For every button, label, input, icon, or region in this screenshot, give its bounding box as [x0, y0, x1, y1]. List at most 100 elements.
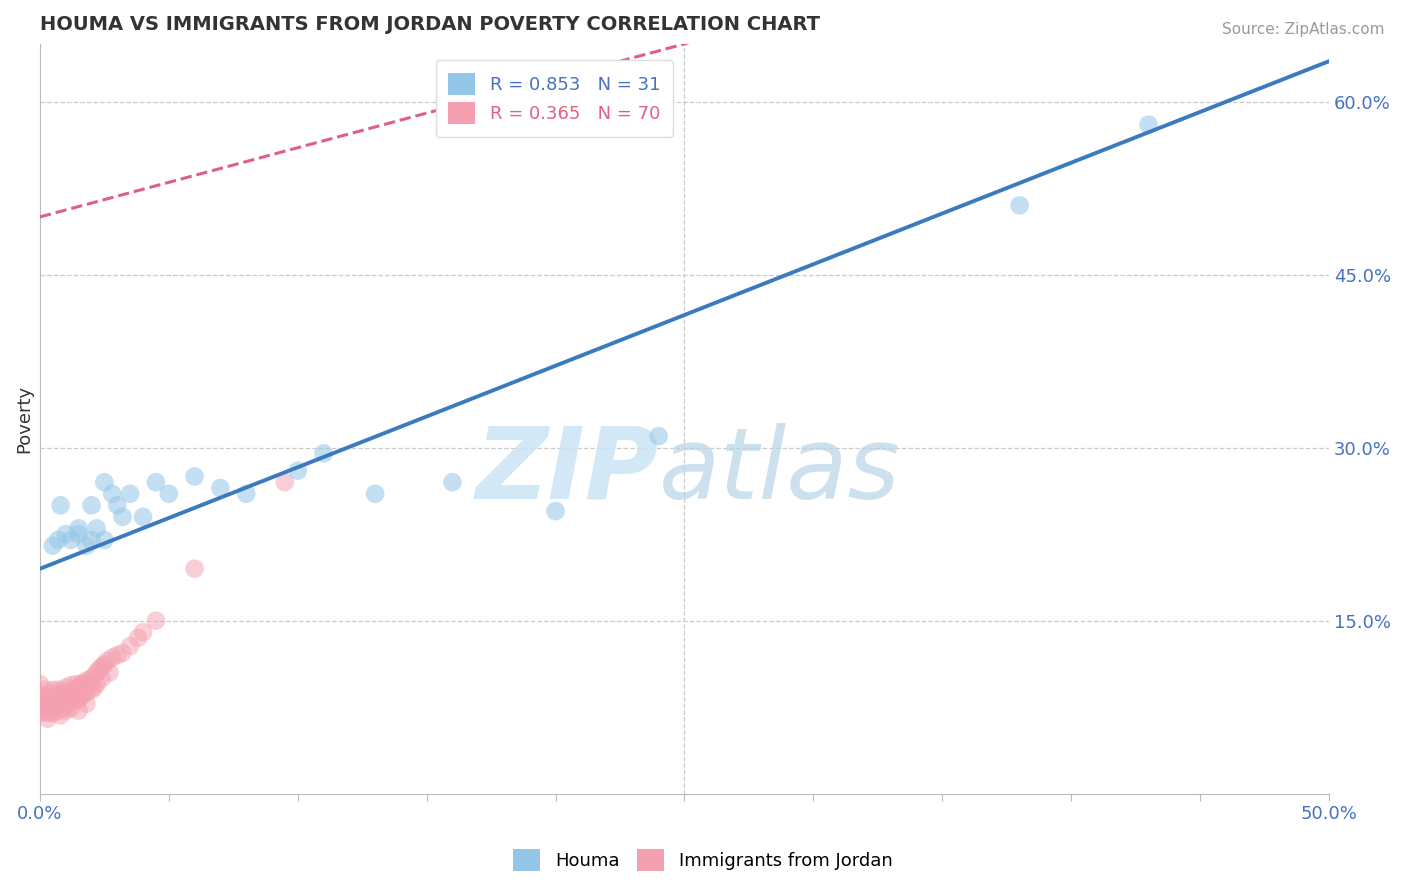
Point: [70, 689, 93, 703]
Point: [1137, 118, 1160, 132]
Point: [44, 689, 66, 703]
Point: [46, 682, 69, 697]
Point: [77, 677, 100, 691]
Point: [44, 700, 66, 714]
Point: [55, 681, 77, 695]
Point: [105, 648, 128, 663]
Point: [67, 521, 90, 535]
Point: [101, 650, 124, 665]
Point: [49, 697, 72, 711]
Text: Source: ZipAtlas.com: Source: ZipAtlas.com: [1222, 22, 1385, 37]
Text: HOUMA VS IMMIGRANTS FROM JORDAN POVERTY CORRELATION CHART: HOUMA VS IMMIGRANTS FROM JORDAN POVERTY …: [39, 15, 820, 34]
Point: [70, 677, 93, 691]
Point: [75, 685, 97, 699]
Point: [647, 429, 669, 443]
Point: [120, 639, 142, 653]
Point: [364, 487, 387, 501]
Point: [34, 682, 56, 697]
Point: [73, 676, 96, 690]
Point: [49, 498, 72, 512]
Point: [90, 671, 112, 685]
Point: [105, 498, 128, 512]
Point: [37, 712, 59, 726]
Point: [75, 673, 97, 688]
Point: [544, 504, 567, 518]
Point: [145, 614, 167, 628]
Point: [62, 694, 84, 708]
Point: [58, 697, 80, 711]
Point: [52, 700, 75, 714]
Point: [28, 694, 51, 708]
Point: [183, 469, 205, 483]
Legend: R = 0.853   N = 31, R = 0.365   N = 70: R = 0.853 N = 31, R = 0.365 N = 70: [436, 61, 673, 137]
Point: [42, 694, 65, 708]
Point: [34, 694, 56, 708]
Point: [42, 539, 65, 553]
Legend: Houma, Immigrants from Jordan: Houma, Immigrants from Jordan: [506, 842, 900, 879]
Point: [39, 694, 62, 708]
Point: [46, 704, 69, 718]
Point: [67, 681, 90, 695]
Point: [28, 706, 51, 720]
Point: [96, 654, 118, 668]
Point: [274, 475, 297, 490]
Point: [73, 688, 96, 702]
Point: [235, 487, 257, 501]
Point: [86, 521, 108, 535]
Point: [86, 665, 108, 680]
Point: [86, 677, 108, 691]
Point: [80, 498, 103, 512]
Point: [67, 527, 90, 541]
Point: [59, 690, 82, 704]
Point: [98, 665, 121, 680]
Point: [145, 475, 167, 490]
Point: [59, 701, 82, 715]
Point: [52, 689, 75, 703]
Point: [46, 692, 69, 706]
Point: [93, 533, 115, 547]
Point: [59, 533, 82, 547]
Point: [90, 660, 112, 674]
Point: [55, 527, 77, 541]
Point: [83, 681, 105, 695]
Point: [80, 533, 103, 547]
Point: [127, 631, 149, 645]
Point: [441, 475, 464, 490]
Y-axis label: Poverty: Poverty: [15, 384, 32, 453]
Point: [93, 475, 115, 490]
Text: ZIP: ZIP: [475, 423, 658, 520]
Point: [287, 464, 309, 478]
Point: [132, 509, 155, 524]
Point: [37, 689, 59, 703]
Point: [31, 700, 53, 714]
Point: [46, 533, 69, 547]
Point: [80, 671, 103, 685]
Point: [93, 657, 115, 672]
Point: [67, 704, 90, 718]
Point: [157, 487, 180, 501]
Point: [120, 487, 142, 501]
Point: [132, 625, 155, 640]
Point: [39, 706, 62, 720]
Point: [55, 692, 77, 706]
Point: [67, 692, 90, 706]
Point: [80, 682, 103, 697]
Point: [209, 481, 232, 495]
Point: [55, 704, 77, 718]
Point: [65, 677, 87, 691]
Point: [89, 662, 111, 676]
Text: atlas: atlas: [658, 423, 900, 520]
Point: [34, 706, 56, 720]
Point: [75, 697, 97, 711]
Point: [58, 685, 80, 699]
Point: [111, 646, 134, 660]
Point: [28, 677, 51, 691]
Point: [31, 689, 53, 703]
Point: [49, 708, 72, 723]
Point: [37, 700, 59, 714]
Point: [101, 487, 124, 501]
Point: [1008, 198, 1031, 212]
Point: [312, 446, 335, 460]
Point: [59, 678, 82, 692]
Point: [42, 706, 65, 720]
